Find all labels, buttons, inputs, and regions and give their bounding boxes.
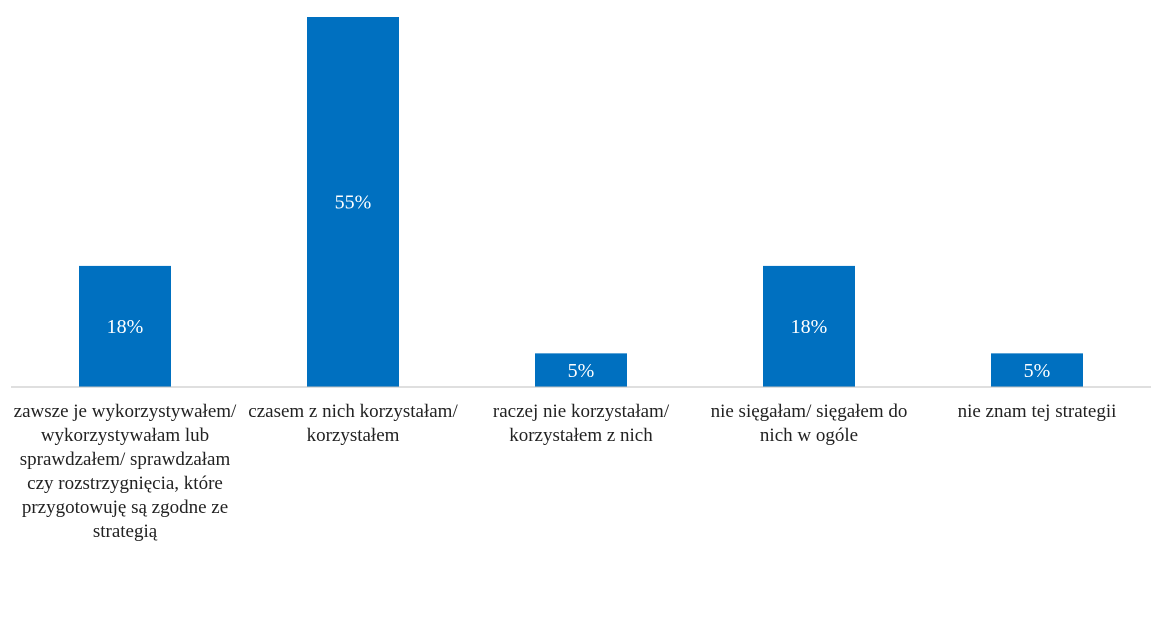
x-tick-label: nie sięgałam/ sięgałem do nich w ogóle: [710, 401, 908, 446]
data-label: 5%: [1024, 360, 1051, 382]
bar: [79, 265, 171, 387]
data-label: 18%: [791, 316, 828, 338]
x-tick-label: nie znam tej strategii: [957, 401, 1117, 422]
bar: [307, 17, 399, 387]
bar: [991, 353, 1083, 387]
data-label: 18%: [107, 316, 144, 338]
x-tick-label: zawsze je wykorzystywałem/ wykorzystywał…: [13, 401, 237, 542]
bar: [763, 265, 855, 387]
data-label: 5%: [568, 360, 595, 382]
x-tick-label: raczej nie korzystałam/ korzystałem z ni…: [492, 401, 670, 446]
x-tick-label: czasem z nich korzystałam/ korzystałem: [248, 401, 458, 446]
bar: [535, 353, 627, 387]
data-label: 55%: [335, 192, 372, 214]
